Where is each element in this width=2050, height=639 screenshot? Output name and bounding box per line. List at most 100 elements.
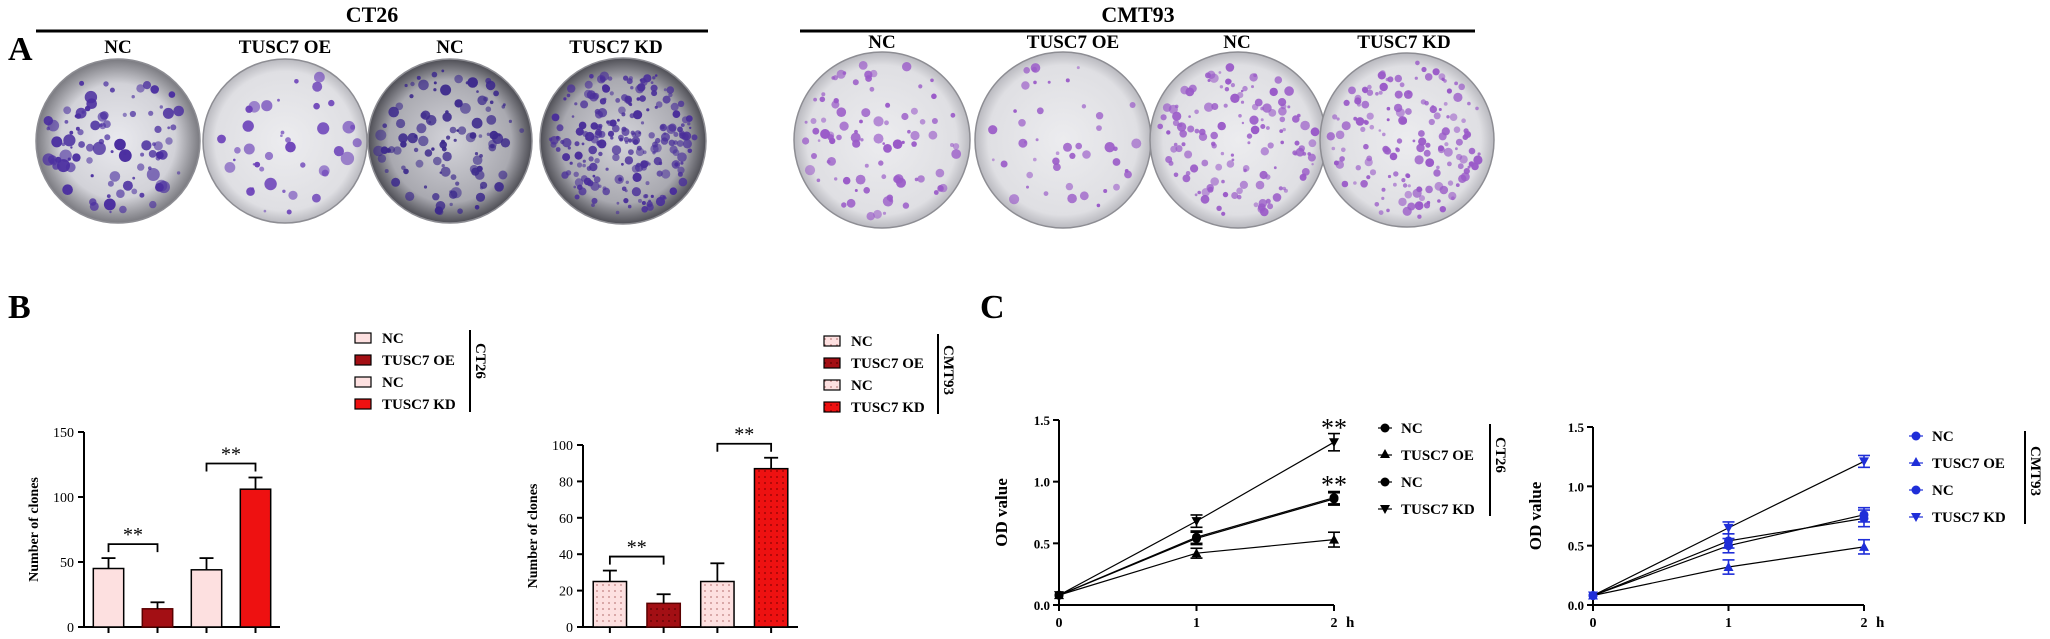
colony [1407, 202, 1416, 211]
colony [882, 142, 885, 145]
colony [1336, 117, 1340, 121]
colony [636, 97, 641, 101]
colony [1387, 174, 1392, 179]
colony [1419, 195, 1425, 202]
colony [1243, 168, 1247, 173]
colony [892, 139, 903, 149]
colony [918, 84, 923, 89]
colony [148, 166, 152, 170]
colony [1418, 130, 1425, 137]
colony [393, 146, 402, 155]
colony [931, 93, 937, 100]
colony [1412, 188, 1422, 198]
colony [663, 88, 667, 92]
colony [1266, 126, 1270, 130]
colony [246, 187, 255, 196]
colony [641, 206, 648, 213]
colony [446, 135, 451, 140]
colony [1405, 173, 1411, 179]
colony [285, 141, 296, 153]
colony [432, 193, 440, 201]
colony [152, 142, 156, 147]
colony [1067, 193, 1077, 204]
colony [442, 151, 452, 162]
series-line [1058, 498, 1335, 596]
colony [1272, 193, 1282, 202]
colony [637, 83, 646, 92]
colony [588, 145, 597, 155]
colony [1366, 155, 1373, 162]
colony [589, 74, 594, 79]
colony [1194, 128, 1200, 134]
colony [827, 134, 834, 141]
colony [1307, 152, 1311, 156]
colony [104, 134, 111, 141]
colony [644, 194, 649, 199]
colony [1436, 165, 1440, 170]
colony [508, 119, 512, 123]
colony [478, 134, 483, 138]
colony [388, 146, 395, 154]
colony [410, 81, 415, 87]
colony [457, 208, 463, 214]
data-point-triangle-down [1054, 591, 1064, 601]
colony [859, 119, 863, 124]
colony [625, 180, 629, 184]
colony [75, 107, 87, 119]
colony [89, 198, 97, 206]
colony [935, 168, 945, 178]
colony [1443, 147, 1453, 157]
x-axis-label: h [1346, 615, 1355, 631]
colony [663, 132, 667, 136]
colony [1260, 118, 1264, 122]
colony [681, 116, 689, 124]
colony [72, 153, 81, 162]
colony [1284, 86, 1294, 96]
colony [614, 174, 624, 184]
colony [139, 192, 145, 198]
colony [1414, 76, 1418, 80]
legend-cell-line: CMT93 [940, 345, 956, 395]
colony [1423, 202, 1431, 209]
colony [86, 143, 94, 152]
colony [901, 112, 909, 121]
colony [562, 153, 571, 162]
colony [1332, 114, 1338, 120]
colony [646, 108, 650, 112]
colony [1188, 84, 1197, 93]
colony [901, 140, 905, 144]
colony [1343, 99, 1350, 106]
data-point-triangle-up [1723, 562, 1734, 572]
colony [582, 159, 586, 163]
colony [580, 100, 589, 109]
colony [612, 124, 620, 133]
colony [1417, 214, 1422, 219]
y-tick-label: 100 [552, 439, 573, 454]
colony [804, 120, 808, 124]
colony [893, 175, 901, 183]
colony [628, 76, 633, 81]
panel-a-letter: A [8, 31, 33, 68]
colony [456, 129, 459, 132]
colony [951, 149, 962, 159]
colony [1307, 153, 1316, 162]
colony [475, 192, 486, 202]
data-point-triangle-up [1329, 534, 1339, 544]
colony [574, 141, 580, 147]
colony [391, 177, 401, 187]
group-title-cmt93: CMT93 [1101, 2, 1174, 27]
colony [162, 107, 174, 119]
y-axis-label: Number of clones [526, 483, 541, 588]
colony [1454, 81, 1458, 86]
colony [1467, 101, 1471, 106]
legend-label: NC [1401, 475, 1423, 491]
colony [1026, 185, 1029, 189]
colony [1279, 129, 1284, 134]
colony [264, 177, 277, 191]
colony [1407, 184, 1411, 188]
colony [242, 120, 254, 132]
colony [1335, 160, 1345, 169]
colony [1069, 152, 1076, 159]
colony [486, 132, 491, 136]
colony [1377, 71, 1386, 80]
